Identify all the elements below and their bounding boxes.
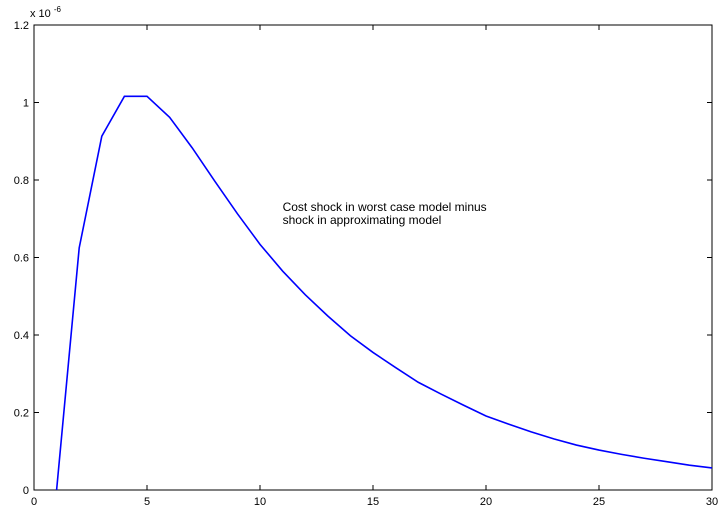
annotation: Cost shock in worst case model minus sho… [283,200,490,227]
plot-area [33,24,713,491]
y-tick-label: 1 [23,98,29,110]
x-tick-label: 15 [367,496,379,508]
series-line [55,95,713,491]
y-tick-label: 0.2 [14,408,29,420]
y-exponent-label: x 10 -6 [30,5,62,20]
x-tick-label: 20 [480,496,492,508]
y-tick-label: 0.8 [14,175,29,187]
x-axis-ticks: 0 5 10 15 20 25 30 [31,25,718,508]
y-exponent-base: x 10 [30,8,51,20]
annotation-line-2: shock in approximating model [283,213,442,227]
y-axis-ticks: 0 0.2 0.4 0.6 0.8 1 1.2 [14,20,712,497]
x-tick-label: 30 [706,496,718,508]
annotation-line-1: Cost shock in worst case model minus [283,200,487,214]
x-tick-label: 25 [593,496,605,508]
y-tick-label: 0.6 [14,253,29,265]
y-tick-label: 0 [23,485,29,497]
y-exponent-power: -6 [54,5,62,14]
series-points [56,96,713,491]
y-tick-label: 1.2 [14,20,29,32]
x-tick-label: 5 [144,496,150,508]
x-tick-label: 0 [31,496,37,508]
y-tick-label: 0.4 [14,330,29,342]
x-tick-label: 10 [254,496,266,508]
